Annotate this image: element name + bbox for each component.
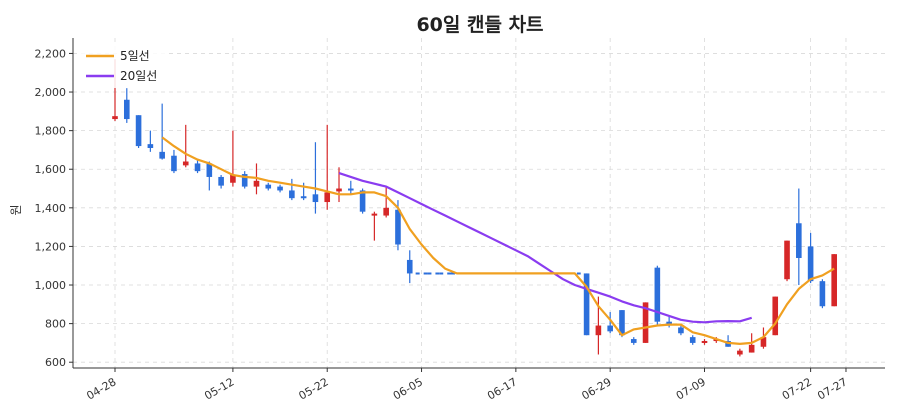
- x-tick-label: 07-09: [674, 375, 708, 402]
- y-axis-label: 원: [9, 204, 23, 215]
- candle-body: [701, 340, 708, 343]
- candle-body: [595, 325, 602, 336]
- y-tick-label: 600: [45, 356, 66, 369]
- chart-title: 60일 캔들 차트: [416, 14, 543, 36]
- candle-body: [371, 213, 378, 216]
- candle-body: [206, 163, 213, 177]
- candle-body: [277, 186, 283, 191]
- candle-body: [831, 254, 837, 307]
- y-tick-label: 1,800: [35, 125, 67, 138]
- y-tick-label: 2,000: [35, 86, 67, 99]
- candle-body: [819, 281, 826, 307]
- legend-ma20-label: 20일선: [120, 69, 157, 83]
- candle-body: [171, 155, 177, 172]
- moving-averages: [161, 136, 835, 345]
- legend: 5일선 20일선: [78, 42, 168, 88]
- y-tick-label: 1,600: [35, 163, 67, 176]
- candle-body: [289, 190, 295, 199]
- y-tick-label: 1,400: [35, 202, 67, 215]
- candle-body: [159, 151, 165, 159]
- candle-body: [737, 350, 743, 355]
- candle-body: [194, 163, 201, 172]
- candle-body: [265, 184, 272, 189]
- candle-body: [748, 344, 755, 353]
- candle-body: [359, 190, 366, 212]
- candle-body: [807, 246, 814, 282]
- candle-body: [135, 115, 142, 147]
- candle-body: [406, 259, 413, 274]
- candle-body: [218, 176, 224, 186]
- x-tick-label: 07-27: [815, 375, 849, 402]
- x-tick-label: 06-05: [391, 375, 425, 402]
- candle-body: [784, 240, 790, 280]
- ma5-line: [161, 136, 835, 345]
- candle-body: [607, 325, 613, 332]
- y-tick-label: 800: [45, 318, 66, 331]
- candle-body: [772, 296, 779, 336]
- ma20-line: [338, 172, 753, 324]
- y-tick-label: 1,000: [35, 279, 67, 292]
- candle-body: [383, 207, 389, 216]
- grid-lines: [73, 38, 885, 368]
- x-tick-label: 05-22: [297, 375, 331, 402]
- x-tick-label: 06-17: [485, 375, 519, 402]
- candles: [112, 59, 837, 357]
- candle-body: [678, 327, 684, 334]
- candle-body: [395, 209, 401, 245]
- candle-body: [619, 310, 625, 336]
- x-tick-label: 04-28: [84, 375, 118, 402]
- y-tick-label: 2,200: [35, 47, 67, 60]
- x-tick-label: 05-12: [202, 375, 236, 402]
- candle-body: [654, 267, 661, 322]
- candle-body: [324, 192, 331, 203]
- candle-body: [312, 194, 319, 203]
- x-tick-label: 07-22: [780, 375, 814, 402]
- candle-body: [300, 196, 307, 199]
- candle-body: [253, 180, 260, 187]
- legend-background: [78, 42, 168, 88]
- candle-body: [642, 302, 649, 343]
- candle-body: [230, 175, 236, 183]
- candle-body: [112, 116, 118, 120]
- axes: 600 800 1,000 1,200 1,400 1,600 1,800 2,000 2,20…: [35, 38, 885, 403]
- y-tick-label: 1,200: [35, 240, 67, 253]
- candle-body: [348, 188, 354, 191]
- x-tick-label: 06-29: [579, 375, 613, 402]
- candle-body: [182, 161, 189, 166]
- candle-body: [147, 144, 154, 148]
- candle-body: [241, 174, 248, 187]
- candle-body: [689, 337, 696, 343]
- candle-body: [583, 273, 590, 336]
- candle-body: [123, 99, 130, 120]
- candle-body: [796, 223, 802, 258]
- candle-body: [760, 337, 767, 347]
- candle-body: [630, 339, 637, 343]
- candle-body: [336, 188, 342, 192]
- legend-ma5-label: 5일선: [120, 49, 150, 63]
